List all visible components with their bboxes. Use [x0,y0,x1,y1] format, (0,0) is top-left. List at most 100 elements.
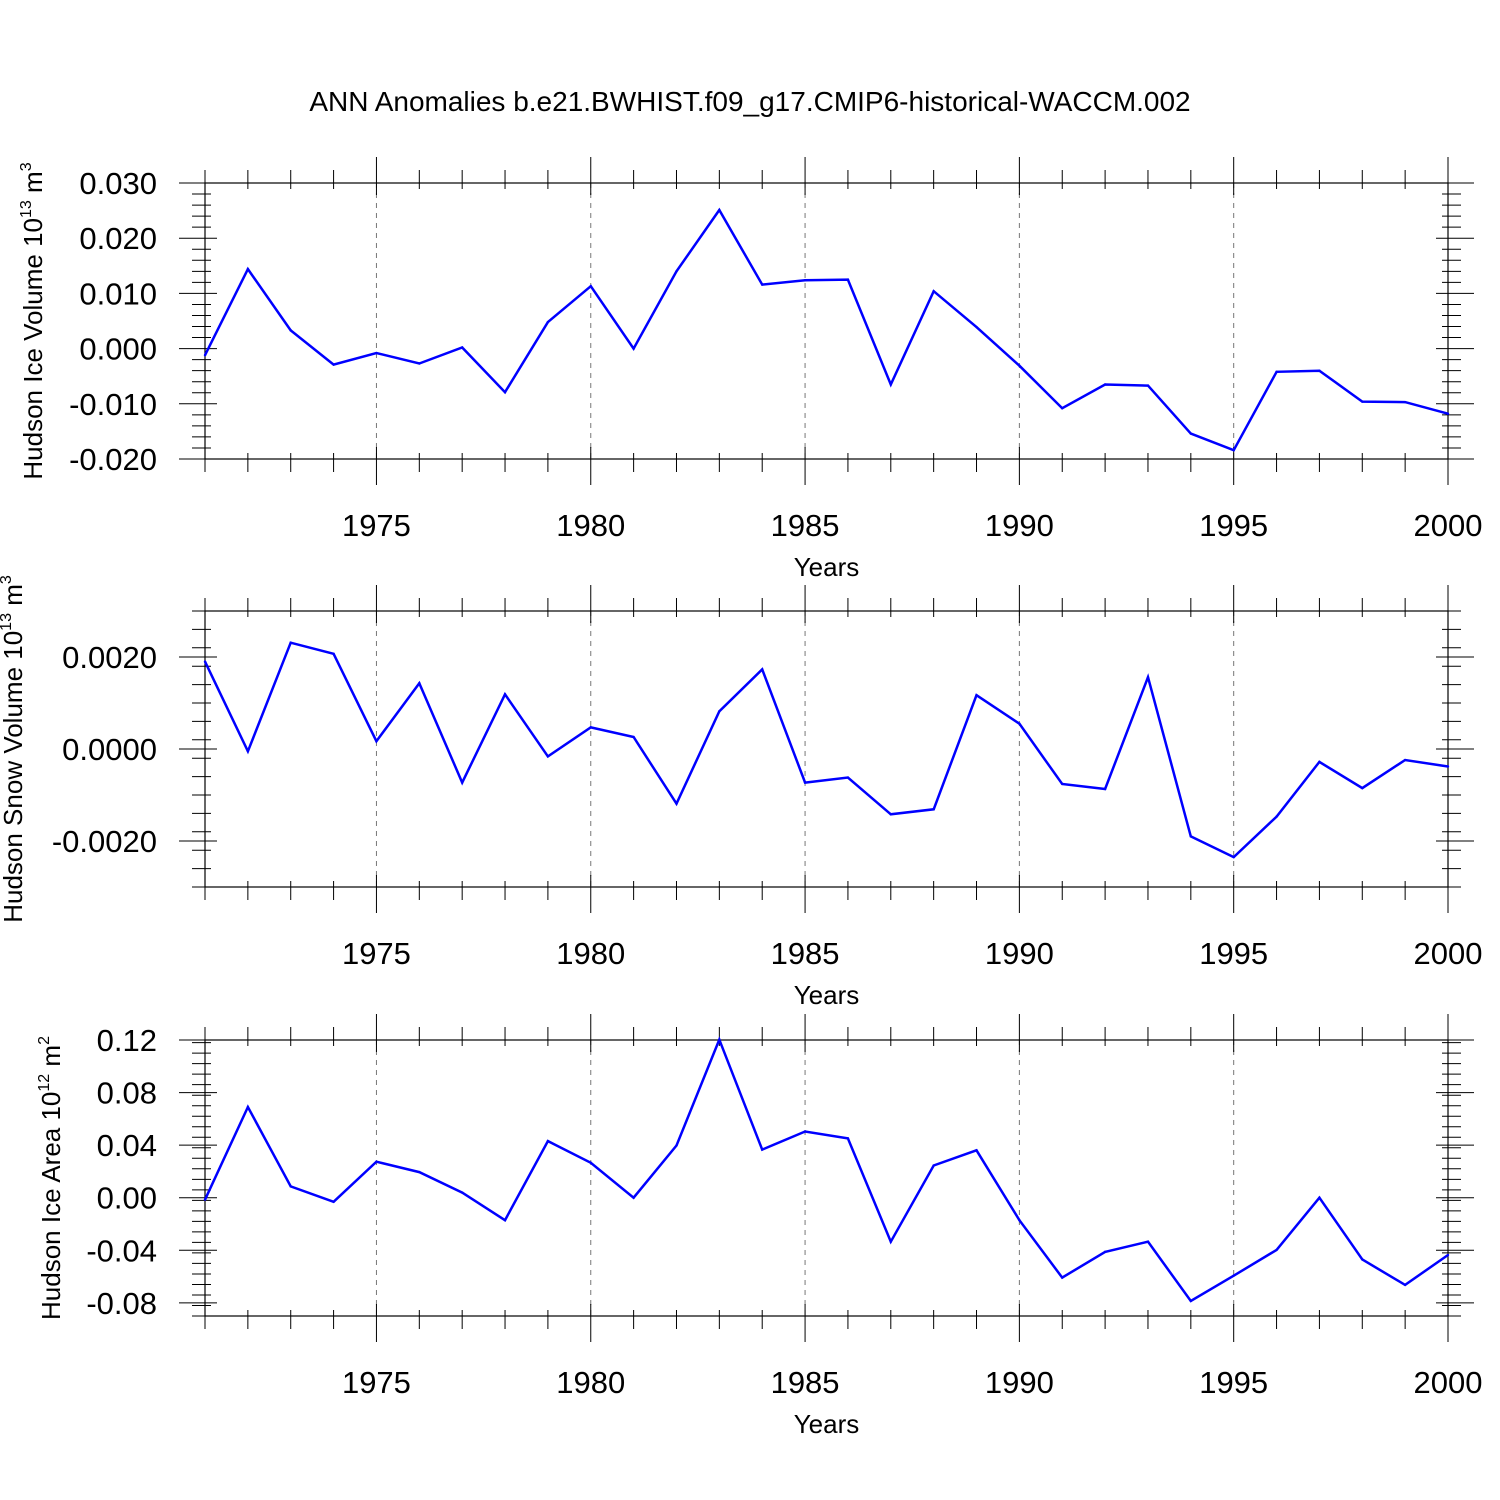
data-point [460,781,464,784]
y-axis-title-unit-exponent: 3 [0,575,15,584]
data-point [332,652,335,655]
y-tick-label: -0.0020 [52,824,157,859]
data-point [803,1130,807,1133]
data-point [1232,1274,1235,1277]
y-tick-label: 0.0000 [62,732,157,767]
y-axis-title-exponent: 13 [18,200,35,218]
data-point [546,320,550,324]
data-point [718,1038,721,1041]
data-point [1275,815,1278,818]
data-point [889,1240,892,1243]
data-point [460,1191,464,1194]
data-point [675,802,678,805]
data-point [1446,1253,1450,1257]
x-tick-label: 2000 [1414,1365,1483,1400]
data-point [418,1170,421,1174]
data-point [546,755,550,758]
y-tick-label: 0.010 [79,276,157,311]
data-point [289,641,292,644]
x-tick-label: 1990 [985,936,1054,971]
data-point [1361,1258,1364,1261]
data-point [803,278,807,282]
y-tick-label: -0.04 [86,1233,157,1268]
series-line [203,641,1449,859]
data-point [932,1164,935,1167]
data-point [1275,370,1278,373]
y-axis-title-exponent: 13 [0,613,15,631]
data-point [846,776,850,779]
data-point [1403,758,1407,762]
data-point [632,347,635,350]
data-point [589,726,592,729]
data-point [1018,364,1021,367]
data-point [332,363,335,366]
data-point [761,283,764,286]
series-line [203,1036,1449,1303]
x-tick-label: 1975 [342,1365,411,1400]
data-point [503,391,507,394]
data-point [289,329,292,332]
data-point [1361,400,1364,403]
data-point [846,1137,850,1140]
y-tick-label: -0.08 [86,1286,157,1321]
data-point [375,351,378,355]
plot-frame [204,182,1449,460]
y-axis-title-main: Hudson Snow Volume 10 [0,631,28,923]
data-point [1446,412,1450,415]
data-point [1318,760,1321,764]
x-tick-label: 1980 [556,1365,625,1400]
data-point [1189,432,1193,435]
x-tick-label: 1985 [771,936,840,971]
data-point [1061,782,1064,786]
data-point [1275,1248,1278,1252]
data-point [761,1148,764,1151]
y-axis-title: Hudson Ice Volume 1013 m3 [18,162,48,479]
data-point [589,1161,592,1164]
x-tick-label: 2000 [1414,508,1483,543]
data-point [460,346,464,349]
data-point [546,1139,550,1143]
figure-title: ANN Anomalies b.e21.BWHIST.f09_g17.CMIP6… [309,86,1190,117]
data-point [1189,835,1193,838]
data-point [375,1160,378,1163]
data-point [846,278,850,281]
data-point [246,750,250,753]
data-point [1232,855,1235,859]
y-tick-label: 0.08 [97,1076,157,1111]
data-point [1146,1240,1150,1243]
data-point [1061,407,1064,410]
x-axis-title: Years [794,1409,860,1439]
data-point [889,813,892,816]
y-axis-title-main: Hudson Ice Volume 10 [18,218,48,480]
data-point [675,1144,678,1147]
x-tick-label: 2000 [1414,936,1483,971]
data-point [718,208,721,212]
y-tick-label: 0.0020 [62,640,157,675]
data-point [589,285,592,288]
data-point [1403,1283,1407,1287]
y-tick-label: 0.000 [79,332,157,367]
data-point [1361,786,1364,790]
data-point [246,1105,250,1109]
y-tick-label: 0.00 [97,1181,157,1216]
y-axis-title-unit: m [0,584,28,613]
series-line [203,207,1449,452]
data-point [375,739,378,743]
data-point [1146,384,1150,387]
data-point [203,354,207,357]
data-point [632,735,635,739]
y-axis-title-unit: m [18,171,48,200]
y-tick-label: 0.020 [79,221,157,256]
data-point [761,668,764,671]
data-point [1103,383,1107,386]
y-axis-title-unit-exponent: 3 [18,162,35,171]
data-point [975,693,978,697]
data-point [718,710,721,713]
x-tick-label: 1985 [771,508,840,543]
y-axis-title: Hudson Ice Area 1012 m2 [36,1036,66,1320]
data-point [1232,448,1235,452]
data-point [1318,1196,1321,1199]
data-point [1189,1299,1193,1303]
data-point [1018,1218,1021,1222]
